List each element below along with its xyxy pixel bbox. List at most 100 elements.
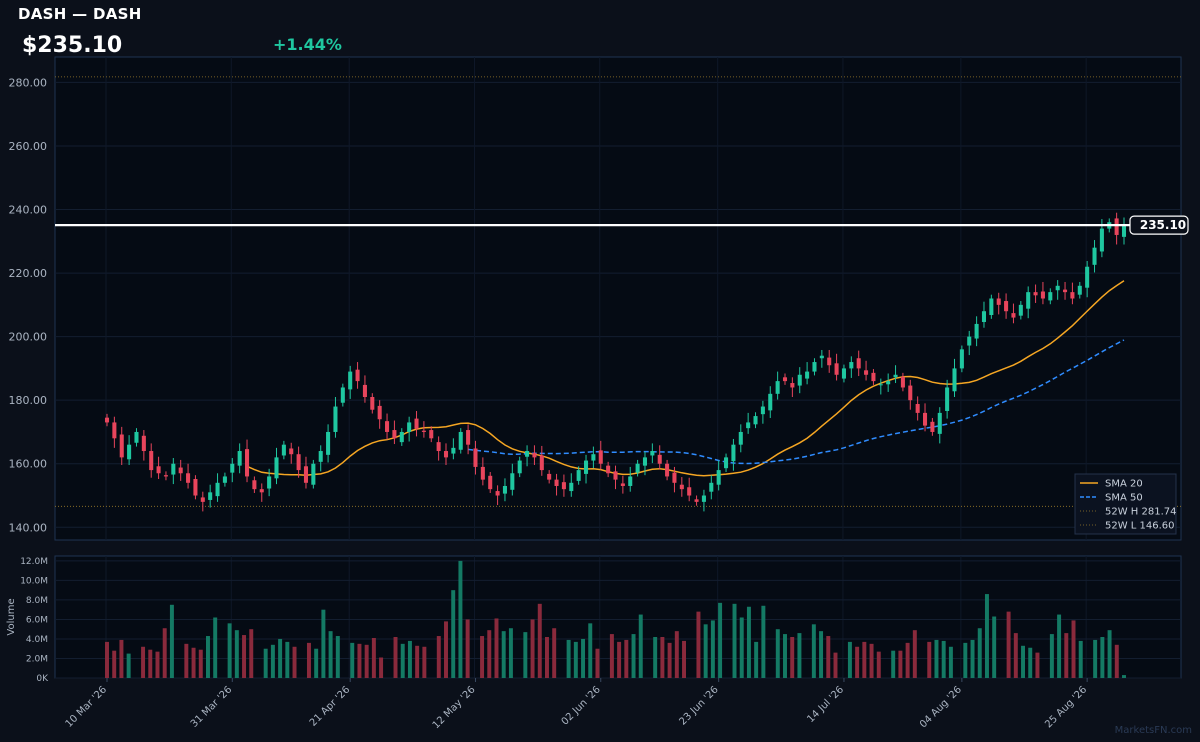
candle-body — [937, 412, 942, 434]
volume-bar — [992, 616, 997, 678]
candle-body — [709, 482, 714, 492]
volume-bar — [624, 639, 629, 678]
volume-bar — [1028, 647, 1033, 678]
volume-bar — [876, 651, 881, 678]
candle-body — [525, 451, 530, 457]
candle-body — [517, 460, 522, 474]
x-tick-label: 25 Aug '26 — [1043, 684, 1089, 730]
legend-entry: 52W L 146.60 — [1105, 521, 1175, 532]
candle-body — [171, 463, 176, 475]
candle-body — [134, 431, 139, 443]
volume-bar — [213, 617, 218, 678]
volume-tick-label: 2.0M — [26, 654, 48, 664]
x-tick-label: 21 Apr '26 — [308, 684, 352, 728]
volume-bar — [234, 630, 239, 678]
volume-bar — [162, 628, 167, 678]
candle-body — [311, 463, 316, 485]
volume-bar — [948, 646, 953, 678]
candle-body — [348, 371, 353, 390]
volume-bar — [314, 648, 319, 678]
volume-bar — [746, 606, 751, 678]
legend: SMA 20 SMA 50 52W H 281.74 52W L 146.60 — [1074, 473, 1177, 535]
volume-tick-label: 4.0M — [26, 635, 48, 645]
volume-bar — [905, 642, 910, 678]
volume-bar — [155, 651, 160, 678]
volume-bar — [400, 643, 405, 678]
volume-bar — [833, 652, 838, 678]
volume-bar — [465, 619, 470, 678]
candle-body — [149, 451, 154, 471]
candle-body — [856, 358, 861, 369]
volume-bar — [263, 648, 268, 678]
volume-bar — [638, 614, 643, 678]
candle-body — [127, 444, 132, 460]
volume-bar — [710, 620, 715, 678]
legend-entry: SMA 20 — [1105, 479, 1143, 490]
candle-body — [1055, 285, 1060, 291]
candle-body — [156, 466, 161, 474]
candle-body — [775, 381, 780, 394]
volume-bar — [544, 637, 549, 678]
volume-bar — [898, 650, 903, 678]
volume-bar — [1006, 611, 1011, 678]
watermark: MarketsFN.com — [1114, 725, 1192, 736]
candle-body — [841, 368, 846, 379]
candle-body — [672, 472, 677, 483]
volume-tick-label: 8.0M — [26, 596, 48, 606]
candle-body — [532, 452, 537, 458]
volume-bar — [718, 602, 723, 678]
candle-body — [407, 422, 412, 432]
candle-body — [495, 491, 500, 496]
volume-bar — [617, 641, 622, 678]
candle-body — [392, 430, 397, 439]
volume-bar — [119, 639, 124, 678]
legend-box — [1074, 473, 1177, 535]
candle-body — [768, 393, 773, 411]
sma50-line — [468, 339, 1125, 465]
volume-bar — [667, 642, 672, 678]
volume-bar — [501, 631, 506, 678]
candle-body — [716, 470, 721, 485]
y-tick-label: 140.00 — [9, 521, 48, 534]
candle-body — [289, 448, 294, 455]
candle-body — [1099, 228, 1104, 252]
volume-bar — [869, 643, 874, 678]
candle-body — [547, 473, 552, 480]
volume-bar — [588, 623, 593, 678]
volume-bar — [984, 594, 989, 678]
volume-bar — [141, 646, 146, 678]
last-price-tag — [1129, 215, 1189, 235]
price-panel — [54, 56, 1182, 541]
candle-body — [945, 387, 950, 411]
volume-bar — [941, 640, 946, 678]
candle-body — [628, 476, 633, 486]
volume-bar — [1093, 639, 1098, 678]
candle-body — [502, 485, 507, 494]
candle-body — [665, 463, 670, 477]
candle-body — [1077, 285, 1082, 295]
volume-bar — [415, 645, 420, 678]
volume-bar — [595, 648, 600, 678]
volume-bar — [775, 629, 780, 678]
volume-bar — [754, 641, 759, 678]
candle-body — [561, 482, 566, 490]
volume-bar — [357, 643, 362, 678]
candle-body — [746, 422, 751, 429]
candle-body — [805, 371, 810, 379]
candle-body — [186, 473, 191, 483]
candle-body — [959, 349, 964, 369]
candle-body — [893, 374, 898, 378]
candle-body — [915, 403, 920, 413]
candle-body — [1063, 289, 1068, 293]
candle-body — [281, 444, 286, 456]
candle-body — [480, 466, 485, 480]
candle-body — [377, 405, 382, 420]
volume-bar — [631, 634, 636, 678]
volume-bar — [523, 632, 528, 678]
volume-bar — [249, 629, 254, 678]
candle-body — [569, 482, 574, 492]
candle-body — [200, 497, 205, 502]
candle-body — [687, 487, 692, 496]
last-price-tag-label: 235.10 — [1140, 218, 1186, 232]
volume-bar — [1057, 614, 1062, 678]
